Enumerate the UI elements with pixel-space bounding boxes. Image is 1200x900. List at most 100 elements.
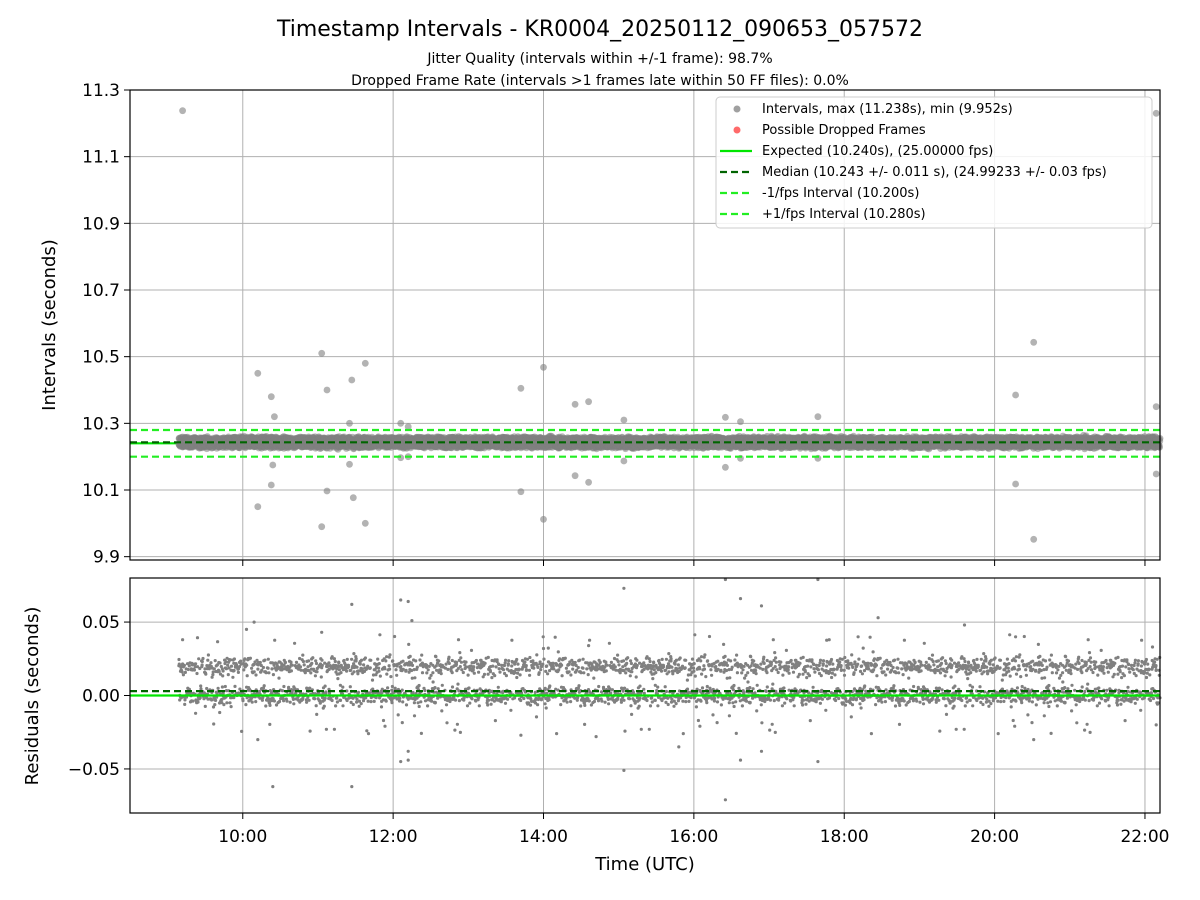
interval-outlier-point [361,519,369,527]
interval-outlier-point [620,416,628,424]
residual-point [212,667,216,671]
residual-point [212,722,216,726]
top-interval-points [175,107,1164,543]
residual-point [200,663,204,667]
interval-outlier-point [814,413,822,421]
interval-outlier-point [346,419,353,427]
interval-outlier-point [585,478,592,486]
residual-point [216,686,220,690]
residual-point [194,662,198,666]
interval-outlier-point [323,386,331,394]
interval-outlier-point [179,107,187,115]
residual-point [183,698,187,702]
legend-label-plus-interval: +1/fps Interval (10.280s) [762,207,926,222]
chart-title: Timestamp Intervals - KR0004_20250112_09… [276,17,923,42]
residual-point [250,700,254,704]
residual-point [245,674,249,678]
interval-outlier-point [1030,338,1038,346]
interval-outlier-point [269,461,277,469]
residual-point [224,660,228,664]
interval-outlier-point [267,481,275,489]
interval-outlier-point [1012,391,1019,399]
residual-point [205,686,209,691]
top-y-axis-label: Intervals (seconds) [39,239,60,411]
residual-point [213,703,217,707]
residual-point [187,664,191,668]
residual-point [225,701,229,705]
interval-outlier-point [737,418,744,426]
legend-label-dropped: Possible Dropped Frames [762,123,926,138]
residual-point [239,659,243,663]
residual-point [229,664,234,668]
residual-point [177,657,181,662]
interval-outlier-point [271,413,278,421]
residual-point [206,658,210,662]
residual-point [194,711,198,715]
legend-marker-intervals [733,105,741,113]
residual-point [231,675,235,679]
legend-label-intervals: Intervals, max (11.238s), min (9.952s) [762,102,1013,117]
interval-outlier-point [571,472,579,480]
interval-outlier-point [323,487,331,495]
interval-outlier-point [318,349,326,357]
residual-point [183,670,187,675]
interval-outlier-point [571,400,579,408]
interval-outlier-point [1152,403,1160,411]
residual-point [220,685,224,689]
residual-point [240,729,244,734]
interval-outlier-point [318,523,326,531]
top-y-ticks: 9.910.110.310.510.710.911.111.3 [82,81,130,568]
top-y-tick-label: 9.9 [93,548,120,568]
top-y-tick-label: 11.3 [82,81,120,101]
residual-point [226,673,230,677]
legend: Intervals, max (11.238s), min (9.952s) P… [715,96,1153,229]
residual-point [221,674,225,678]
legend-marker-dropped [733,126,741,134]
interval-outlier-point [722,463,729,471]
residual-point [199,684,203,688]
residual-point [196,700,200,704]
residual-point [201,656,205,661]
residual-point [180,670,184,674]
top-y-tick-label: 11.1 [82,148,120,168]
residual-point [232,657,236,661]
interval-outlier-point [349,494,357,502]
residual-point [211,670,215,674]
interval-outlier-point [346,460,353,468]
interval-outlier-point [722,413,729,421]
top-y-tick-label: 10.3 [82,414,120,434]
interval-outlier-point [361,359,369,367]
chart-subtitle-jitter: Jitter Quality (intervals within +/-1 fr… [426,51,772,67]
interval-outlier-point [585,398,592,406]
residual-point [223,684,227,689]
interval-outlier-point [517,488,525,496]
legend-label-median: Median (10.243 +/- 0.011 s), (24.99233 +… [762,165,1107,180]
top-x-ticks [242,560,1146,566]
residual-point [200,659,204,664]
residual-point [183,702,187,707]
residual-point [192,668,196,672]
residual-point [245,663,249,667]
residual-point [217,669,221,673]
interval-outlier-point [1012,480,1019,488]
legend-label-minus-interval: -1/fps Interval (10.200s) [762,186,919,201]
interval-outlier-point [540,515,547,523]
residual-point [191,699,195,703]
residual-point [233,684,237,689]
interval-outlier-point [1030,535,1038,543]
top-y-tick-label: 10.1 [82,481,120,501]
residual-point [203,704,207,709]
interval-outlier-point [620,457,628,465]
residual-point [248,656,252,660]
residual-point [197,657,201,661]
residual-point [243,657,247,661]
legend-label-expected: Expected (10.240s), (25.00000 fps) [762,144,993,159]
interval-outlier-point [1152,109,1160,117]
top-y-tick-label: 10.5 [82,348,120,368]
interval-outlier-point [517,384,525,392]
residual-point [218,661,222,665]
residual-point [241,699,245,703]
residual-point [244,703,248,707]
residual-point [229,705,233,709]
